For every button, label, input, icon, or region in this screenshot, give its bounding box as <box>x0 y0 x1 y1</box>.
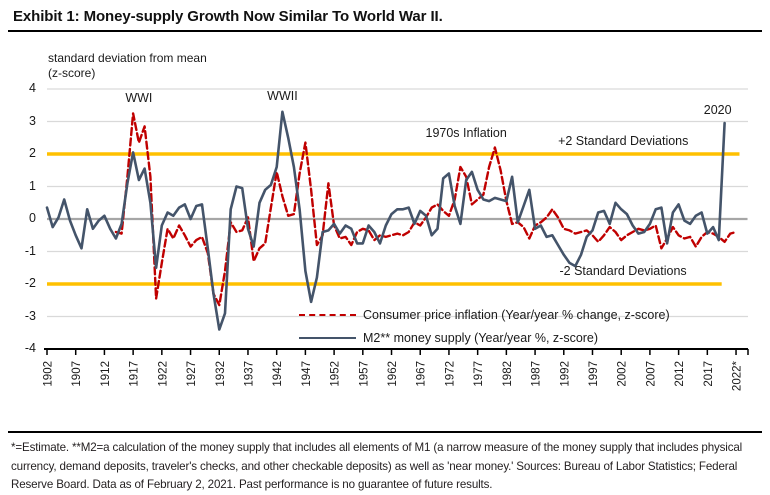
footnote: *=Estimate. **M2=a calculation of the mo… <box>11 441 743 491</box>
y-axis-label-line2: (z-score) <box>48 66 96 80</box>
x-tick-label: 1917 <box>129 361 141 387</box>
y-tick-label: 2 <box>29 146 36 160</box>
x-tick-label: 2002 <box>617 361 629 387</box>
x-tick-label: 2012 <box>674 361 686 387</box>
cpi-line-sample-icon <box>299 313 356 316</box>
y-axis-label: standard deviation from mean (z-score) <box>48 51 207 81</box>
y-tick-label: -2 <box>24 276 36 290</box>
exhibit-title: Exhibit 1: Money-supply Growth Now Simil… <box>13 8 443 25</box>
plot-svg: 1902 1907 1912 1917 1922 1927 1932 1937 1942 1947… <box>43 88 749 391</box>
x-tick-label: 1922 <box>157 361 169 387</box>
y-tick-label: -3 <box>24 308 36 323</box>
x-tick-label: 1952 <box>330 361 342 387</box>
annotation-wwi: WWI <box>125 91 153 106</box>
annotation-1970s: 1970s Inflation <box>425 125 507 140</box>
legend-label-m2: M2** money supply (Year/year %, z-score) <box>363 330 599 345</box>
legend-label-cpi: Consumer price inflation (Year/year % ch… <box>363 307 670 322</box>
x-tick-label: 1962 <box>387 361 399 387</box>
x-tick-label: 1977 <box>473 361 485 387</box>
legend-item-cpi: Consumer price inflation (Year/year % ch… <box>299 303 670 326</box>
annotation-plus2-label: +2 Standard Deviations <box>558 133 689 148</box>
x-tick-label: 1932 <box>215 361 227 387</box>
x-tick-label: 1992 <box>559 361 571 387</box>
annotation-2020: 2020 <box>703 102 732 117</box>
y-axis-label-line1: standard deviation from mean <box>48 51 207 65</box>
y-tick-label: 3 <box>29 113 36 128</box>
x-tick-label: 2007 <box>645 361 657 387</box>
x-tick-label: 2022* <box>732 360 744 391</box>
y-tick-label: -4 <box>24 341 36 355</box>
x-tick-label: 1942 <box>272 361 284 387</box>
x-tick-label: 1907 <box>71 361 83 387</box>
x-tick-label: 1937 <box>243 361 255 387</box>
annotation-wwii: WWII <box>267 89 298 103</box>
y-tick-label: -1 <box>24 243 36 258</box>
footnote-rule <box>8 431 762 433</box>
x-tick-label: 1967 <box>416 361 428 387</box>
x-tick-label: 2017 <box>703 361 715 387</box>
x-tick-label: 1997 <box>588 361 600 387</box>
x-tick-label: 1927 <box>186 361 198 387</box>
y-tick-label: 0 <box>29 211 36 225</box>
annotation-minus2-label: -2 Standard Deviations <box>559 263 687 278</box>
y-tick-label: 1 <box>29 178 36 193</box>
m2-line-sample-icon <box>299 336 356 339</box>
x-tick-label: 1902 <box>43 361 55 387</box>
x-tick-label: 1912 <box>100 361 112 387</box>
x-tick-label: 1982 <box>502 361 514 387</box>
m2-line <box>45 110 726 331</box>
x-tick-label: 1947 <box>301 361 313 387</box>
legend: Consumer price inflation (Year/year % ch… <box>299 303 670 349</box>
legend-item-m2: M2** money supply (Year/year %, z-score) <box>299 326 670 349</box>
title-rule <box>8 30 762 32</box>
x-tick-label: 1987 <box>531 361 543 387</box>
x-tick-label: 1972 <box>444 361 456 387</box>
x-tick-label: 1957 <box>358 361 370 387</box>
y-tick-label: 4 <box>29 81 36 95</box>
